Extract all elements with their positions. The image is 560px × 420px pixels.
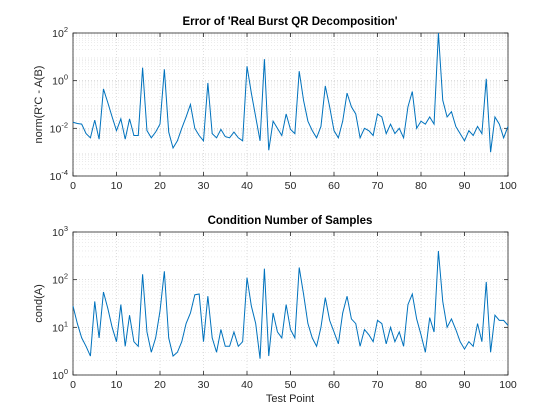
- chart-error-y-tick-label: 102: [52, 25, 68, 40]
- chart-condition-title: Condition Number of Samples: [208, 215, 373, 227]
- chart-error-x-tick-label: 50: [285, 180, 297, 192]
- chart-condition-series-line: [72, 250, 509, 359]
- chart-error: Error of 'Real Burst QR Decomposition' 1…: [33, 16, 517, 192]
- chart-error-x-tick-label: 20: [154, 180, 166, 192]
- chart-condition-x-tick-label: 20: [154, 379, 166, 391]
- chart-condition-x-tick-label: 60: [328, 379, 340, 391]
- chart-condition-x-tick-label: 30: [198, 379, 210, 391]
- chart-condition-y-tick-label: 101: [52, 319, 68, 334]
- chart-condition-x-tick-label: 80: [415, 379, 427, 391]
- chart-condition-x-tick-label: 100: [499, 379, 517, 391]
- chart-error-series-line: [72, 32, 509, 153]
- chart-condition: Condition Number of Samples 100101102103…: [33, 215, 517, 405]
- chart-condition-xlabel: Test Point: [266, 393, 314, 405]
- chart-error-x-tick-label: 100: [499, 180, 517, 192]
- chart-error-x-tick-label: 30: [198, 180, 210, 192]
- chart-error-y-tick-label: 10-4: [50, 168, 68, 183]
- chart-condition-ticks: 100 101 102 103 0 10 20 30 40 50 60 70 80 90 100: [52, 224, 517, 391]
- chart-error-grid: [72, 32, 509, 177]
- chart-error-y-tick-label: 10-2: [50, 120, 68, 135]
- chart-condition-ylabel: cond(A): [33, 284, 45, 323]
- chart-error-ylabel: norm(R'C - A(B): [33, 66, 45, 144]
- chart-condition-x-tick-label: 50: [285, 379, 297, 391]
- chart-error-title: Error of 'Real Burst QR Decomposition': [182, 16, 397, 28]
- chart-condition-y-tick-label: 103: [52, 224, 68, 239]
- chart-error-x-tick-label: 40: [241, 180, 253, 192]
- chart-error-x-tick-label: 10: [111, 180, 123, 192]
- chart-error-x-tick-label: 80: [415, 180, 427, 192]
- chart-error-x-tick-label: 60: [328, 180, 340, 192]
- chart-error-y-tick-label: 100: [52, 73, 68, 88]
- chart-error-x-tick-label: 0: [70, 180, 76, 192]
- chart-condition-x-tick-label: 10: [111, 379, 123, 391]
- chart-error-x-tick-label: 90: [459, 180, 471, 192]
- chart-condition-x-tick-label: 40: [241, 379, 253, 391]
- chart-condition-x-tick-label: 0: [70, 379, 76, 391]
- chart-condition-x-tick-label: 90: [459, 379, 471, 391]
- chart-condition-y-tick-label: 100: [52, 367, 68, 382]
- chart-condition-x-tick-label: 70: [372, 379, 384, 391]
- chart-error-x-tick-label: 70: [372, 180, 384, 192]
- chart-condition-y-tick-label: 102: [52, 272, 68, 287]
